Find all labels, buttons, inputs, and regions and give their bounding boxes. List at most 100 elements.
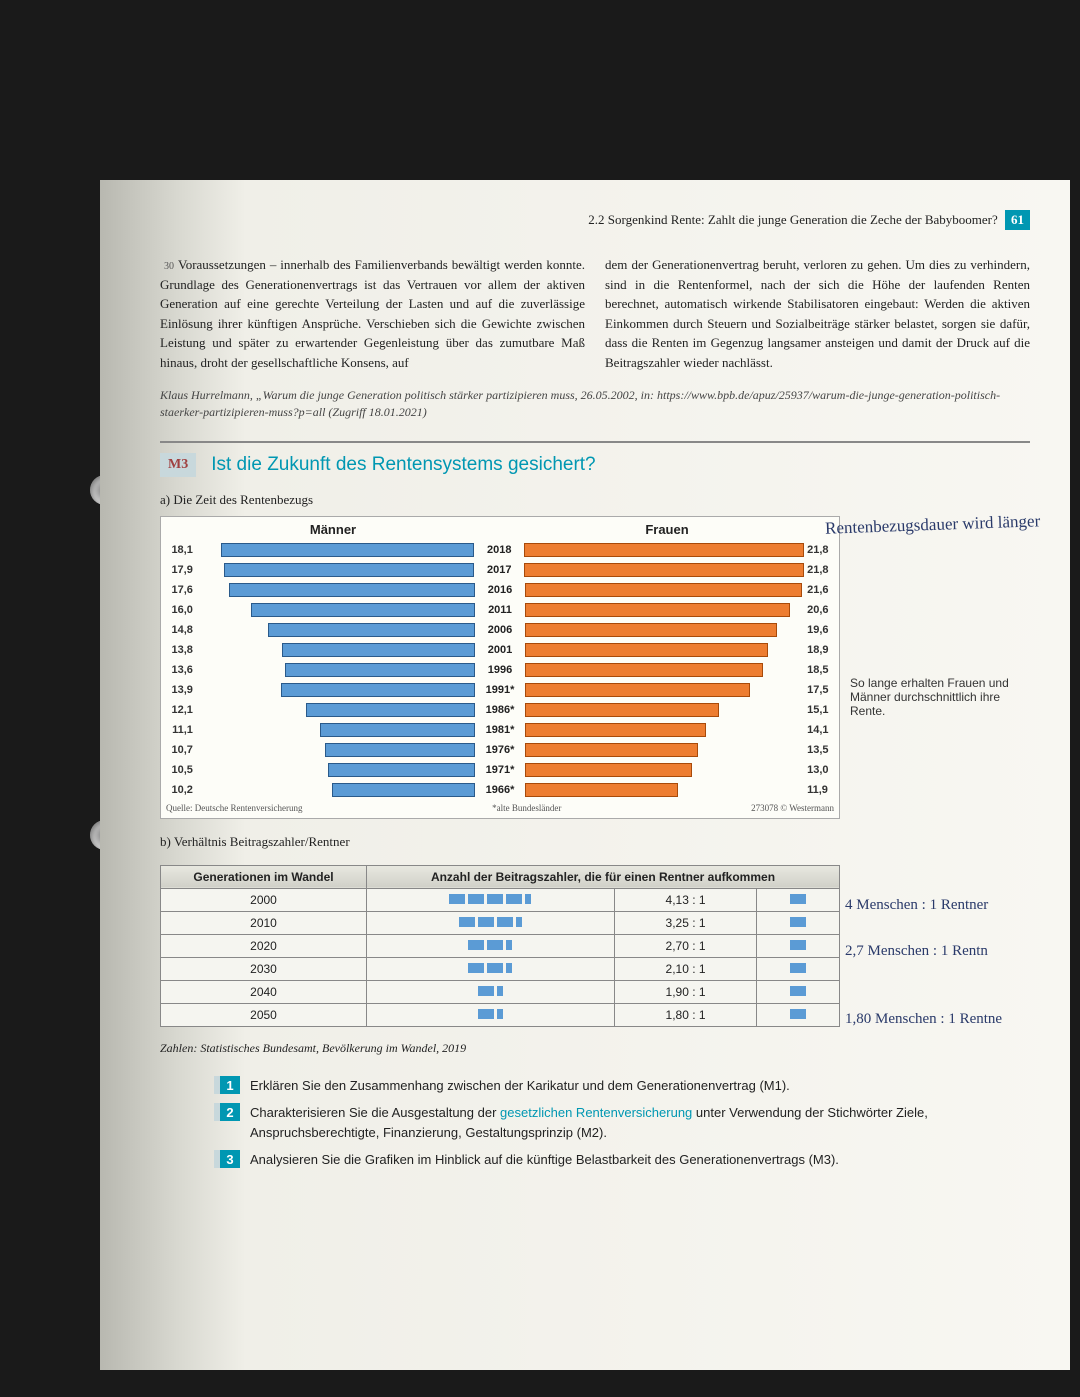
women-value: 15,1: [804, 704, 834, 716]
ratio-cell: 4,13 : 1: [614, 888, 757, 911]
year-label: 2018: [474, 544, 524, 556]
women-value: 21,8: [804, 544, 834, 556]
m3-section: M3 Ist die Zukunft des Rentensystems ges…: [160, 441, 1030, 1056]
women-bar: [525, 683, 750, 697]
year-cell: 2010: [161, 911, 367, 934]
men-value: 10,2: [166, 784, 196, 796]
section-title: 2.2 Sorgenkind Rente: Zahlt die junge Ge…: [588, 212, 998, 227]
women-value: 21,6: [804, 584, 834, 596]
year-cell: 2050: [161, 1003, 367, 1026]
women-value: 20,6: [804, 604, 834, 616]
chart-row: 10,5 1971* 13,0: [166, 761, 834, 779]
men-bar: [281, 683, 475, 697]
men-bar: [251, 603, 475, 617]
men-value: 13,6: [166, 664, 196, 676]
men-bar: [229, 583, 475, 597]
keyword: gesetzlichen Rentenversicherung: [500, 1105, 692, 1120]
women-bar: [525, 603, 790, 617]
ratio-cell: 3,25 : 1: [614, 911, 757, 934]
women-value: 13,0: [804, 764, 834, 776]
table-row: 20401,90 : 1: [161, 980, 840, 1003]
men-bar: [221, 543, 474, 557]
m3-title: Ist die Zukunft des Rentensystems gesich…: [211, 454, 595, 476]
task-text: Analysieren Sie die Grafiken im Hinblick…: [250, 1150, 839, 1170]
year-label: 1966*: [475, 784, 525, 796]
men-bar: [320, 723, 475, 737]
chart-row: 13,91991*17,5: [166, 681, 834, 699]
year-cell: 2030: [161, 957, 367, 980]
women-bar: [525, 703, 719, 717]
page-header: 2.2 Sorgenkind Rente: Zahlt die junge Ge…: [160, 210, 1030, 230]
rentner-cell: [757, 911, 840, 934]
chart-row: 14,8200619,6: [166, 621, 834, 639]
paragraph-right: dem der Generationenvertrag beruht, verl…: [605, 257, 1030, 370]
table-row: 20501,80 : 1: [161, 1003, 840, 1026]
task-number: 3: [220, 1150, 240, 1168]
chart-row: 10,71976*13,5: [166, 741, 834, 759]
year-label: 1991*: [475, 684, 525, 696]
women-value: 18,9: [804, 644, 834, 656]
chart-row: 17,6 2016 21,6: [166, 581, 834, 599]
pictogram-cell: [366, 980, 614, 1003]
rentner-cell: [757, 957, 840, 980]
chart-row: 11,11981*14,1: [166, 721, 834, 739]
pictogram-cell: [366, 934, 614, 957]
men-bar: [224, 563, 474, 577]
year-label: 2001: [475, 644, 525, 656]
men-value: 13,8: [166, 644, 196, 656]
chart-source: Quelle: Deutsche Rentenversicherung: [166, 803, 302, 813]
women-bar: [524, 543, 804, 557]
table-header-ratio: Anzahl der Beitragszahler, die für einen…: [366, 865, 839, 888]
chart-row: 18,1 2018 21,8: [166, 541, 834, 559]
men-value: 17,6: [166, 584, 196, 596]
task-number: 1: [220, 1076, 240, 1094]
chart-row: 17,9201721,8: [166, 561, 834, 579]
ratio-cell: 2,10 : 1: [614, 957, 757, 980]
hand-note-1: 4 Menschen : 1 Rentner: [845, 893, 1002, 917]
chart-side-note: So lange erhalten Frauen und Männer durc…: [850, 516, 1030, 718]
year-cell: 2020: [161, 934, 367, 957]
table-row: 2010 3,25 : 1: [161, 911, 840, 934]
subtitle-a: a) Die Zeit des Rentenbezugs: [160, 492, 1030, 508]
bar-chart: Männer Frauen 18,1201821,817,9201721,817…: [160, 516, 840, 819]
women-bar: [525, 643, 768, 657]
year-label: 2006: [475, 624, 525, 636]
chart-row: 16,0 2011 20,6: [166, 601, 834, 619]
pictogram-cell: [366, 957, 614, 980]
chart-row: 10,21966*11,9: [166, 781, 834, 799]
chart-head-women: Frauen: [500, 522, 834, 537]
women-value: 17,5: [804, 684, 834, 696]
men-bar: [268, 623, 475, 637]
pictogram-cell: [366, 1003, 614, 1026]
hand-note-3: 1,80 Menschen : 1 Rentne: [845, 1007, 1002, 1031]
women-bar: [524, 563, 804, 577]
body-text: 30Voraussetzungen – innerhalb des Famili…: [160, 255, 1030, 372]
men-value: 18,1: [166, 544, 196, 556]
chart-row: 13,6199618,5: [166, 661, 834, 679]
women-bar: [525, 723, 706, 737]
men-bar: [328, 763, 475, 777]
women-bar: [525, 783, 678, 797]
table-source: Zahlen: Statistisches Bundesamt, Bevölke…: [160, 1041, 1030, 1056]
task-text: Charakterisieren Sie die Ausgestaltung d…: [250, 1103, 1030, 1142]
men-value: 12,1: [166, 704, 196, 716]
men-value: 14,8: [166, 624, 196, 636]
women-value: 13,5: [804, 744, 834, 756]
pictogram-cell: [366, 888, 614, 911]
ratio-cell: 1,90 : 1: [614, 980, 757, 1003]
year-label: 2011: [475, 604, 525, 616]
table-header-gen: Generationen im Wandel: [161, 865, 367, 888]
year-label: 1971*: [475, 764, 525, 776]
men-bar: [285, 663, 475, 677]
handwritten-table-notes: 4 Menschen : 1 Rentner 2,7 Menschen : 1 …: [845, 865, 1002, 1031]
chart-head-men: Männer: [166, 522, 500, 537]
year-label: 2016: [475, 584, 525, 596]
paragraph-left: Voraussetzungen – innerhalb des Familien…: [160, 257, 585, 370]
men-value: 16,0: [166, 604, 196, 616]
m3-label: M3: [160, 453, 196, 477]
women-value: 21,8: [804, 564, 834, 576]
page-number: 61: [1005, 210, 1030, 230]
year-label: 1976*: [475, 744, 525, 756]
year-label: 1981*: [475, 724, 525, 736]
men-value: 10,5: [166, 764, 196, 776]
